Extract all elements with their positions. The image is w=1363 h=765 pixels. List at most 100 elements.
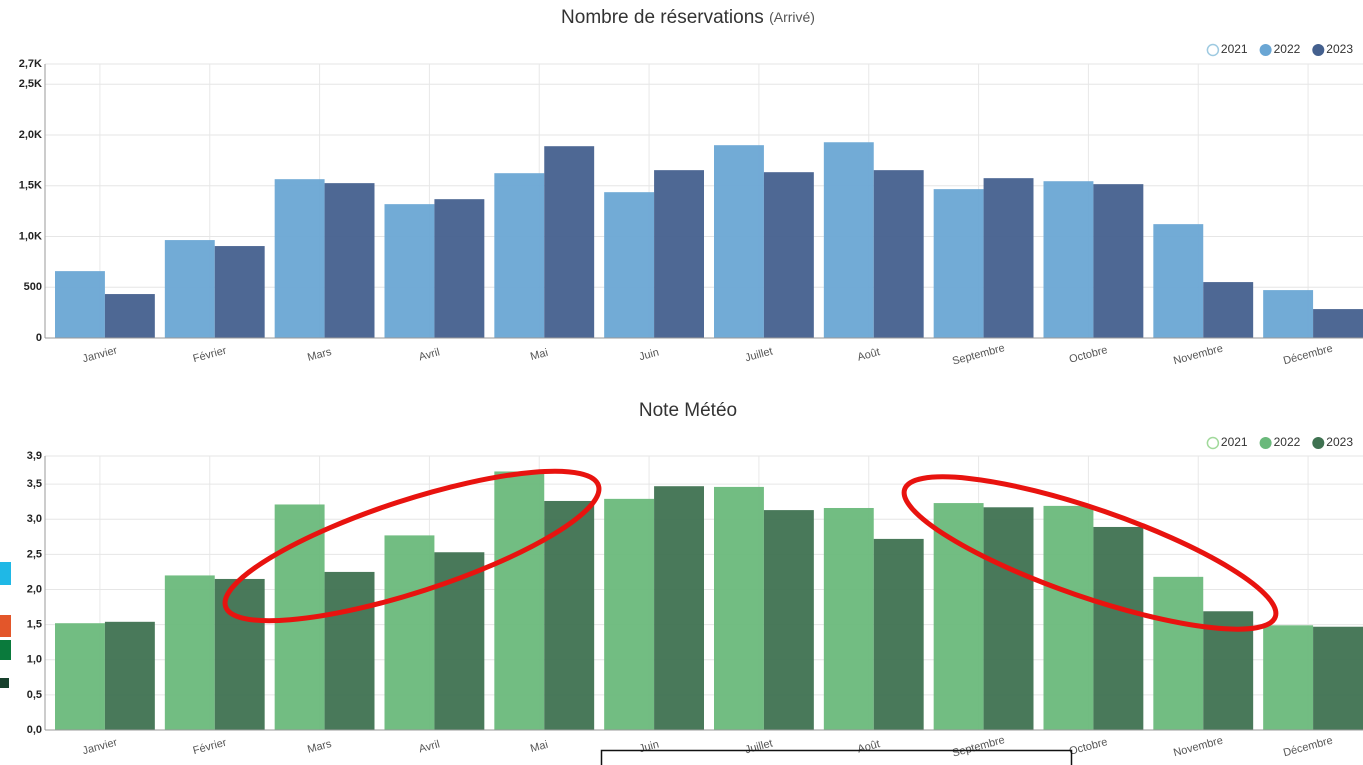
x-tick-label: Octobre (1068, 736, 1109, 758)
bar (1263, 290, 1314, 338)
bar (1313, 626, 1363, 730)
bar (214, 578, 265, 730)
bar (1043, 505, 1094, 730)
x-tick-label: Juin (638, 347, 661, 364)
x-tick-label: Août (856, 346, 881, 363)
x-tick-label: Décembre (1282, 343, 1334, 368)
bar (604, 192, 655, 338)
bar (324, 571, 375, 730)
x-tick-label: Juillet (744, 737, 774, 756)
bar (763, 172, 814, 338)
bar (164, 575, 215, 730)
legend-label: 2022 (1274, 435, 1301, 449)
fragment (0, 562, 11, 585)
highlight-ellipse (222, 468, 602, 624)
bar (714, 145, 764, 338)
highlight-ellipse (901, 474, 1279, 632)
x-tick-label: Juillet (744, 345, 774, 364)
bar (823, 507, 874, 730)
bar (933, 189, 984, 338)
bar (544, 146, 595, 338)
x-tick-label: Novembre (1172, 735, 1224, 760)
y-tick-label: 1,5 (27, 619, 42, 631)
bar (1263, 625, 1314, 730)
legend-marker (1312, 437, 1325, 449)
x-tick-label: Mars (306, 738, 333, 756)
title-text: Note Météo (639, 400, 737, 421)
x-tick-label: Janvier (81, 344, 119, 365)
bar (983, 178, 1034, 338)
bar (714, 486, 764, 730)
chart-title: Note Météo (639, 400, 737, 421)
bar (384, 204, 435, 338)
bar (274, 179, 325, 338)
bar (654, 170, 704, 338)
bar (1203, 282, 1254, 338)
y-tick-label: 1,0K (19, 230, 42, 242)
bar (1153, 576, 1204, 730)
y-tick-label: 0,5 (27, 689, 42, 701)
legend-marker (1259, 437, 1272, 449)
x-tick-label: Septembre (951, 342, 1006, 368)
bar (544, 500, 595, 730)
legend-marker (1206, 436, 1220, 450)
y-tick-label: 0,0 (27, 724, 42, 736)
legend-label: 2021 (1221, 42, 1248, 56)
fragment (0, 678, 9, 688)
bar (1093, 526, 1144, 730)
y-tick-label: 3,0 (27, 513, 42, 525)
overlay-box (600, 749, 1073, 765)
fragment (0, 615, 11, 637)
x-tick-label: Décembre (1282, 735, 1334, 760)
x-tick-label: Février (192, 737, 228, 758)
bar (873, 170, 924, 338)
legend-marker (1206, 43, 1220, 57)
legend-label: 2022 (1274, 42, 1301, 56)
legend-label: 2023 (1326, 42, 1353, 56)
y-tick-label: 2,5K (19, 78, 42, 90)
bar (823, 142, 874, 338)
x-tick-label: Novembre (1172, 343, 1224, 368)
x-tick-label: Mai (529, 347, 549, 363)
legend-marker (1259, 44, 1272, 56)
bar (55, 271, 105, 338)
x-tick-label: Août (856, 738, 881, 755)
title-text: Nombre de réservations (561, 7, 764, 28)
legend-label: 2021 (1221, 435, 1248, 449)
y-tick-label: 2,7K (19, 58, 42, 70)
x-tick-label: Avril (418, 738, 442, 755)
bar (324, 183, 375, 338)
bar (494, 173, 545, 338)
x-tick-label: Septembre (951, 734, 1006, 760)
bar (494, 471, 545, 730)
bar (1313, 309, 1363, 338)
y-tick-label: 3,5 (27, 478, 42, 490)
bar (1153, 224, 1204, 338)
y-tick-label: 2,0K (19, 129, 42, 141)
bar (763, 510, 814, 730)
x-tick-label: Octobre (1068, 344, 1109, 366)
y-tick-label: 1,0 (27, 654, 42, 666)
fragment (0, 640, 11, 660)
y-tick-label: 2,5 (27, 548, 42, 560)
x-tick-label: Février (192, 345, 228, 366)
bar (434, 199, 485, 338)
bar (1043, 181, 1094, 338)
bar (55, 623, 105, 730)
x-tick-label: Mars (306, 346, 333, 364)
x-tick-label: Juin (638, 739, 661, 756)
subtitle: (Arrivé) (769, 9, 815, 25)
y-tick-label: 500 (24, 281, 42, 293)
bar (654, 486, 704, 730)
x-tick-label: Mai (529, 739, 549, 755)
bar (933, 503, 984, 730)
x-tick-label: Avril (418, 346, 442, 363)
legend-label: 2023 (1326, 435, 1353, 449)
bar (384, 535, 435, 730)
y-tick-label: 1,5K (19, 180, 42, 192)
bar (104, 621, 155, 730)
chart-title: Nombre de réservations (Arrivé) (561, 7, 815, 28)
y-tick-label: 3,9 (27, 450, 42, 462)
